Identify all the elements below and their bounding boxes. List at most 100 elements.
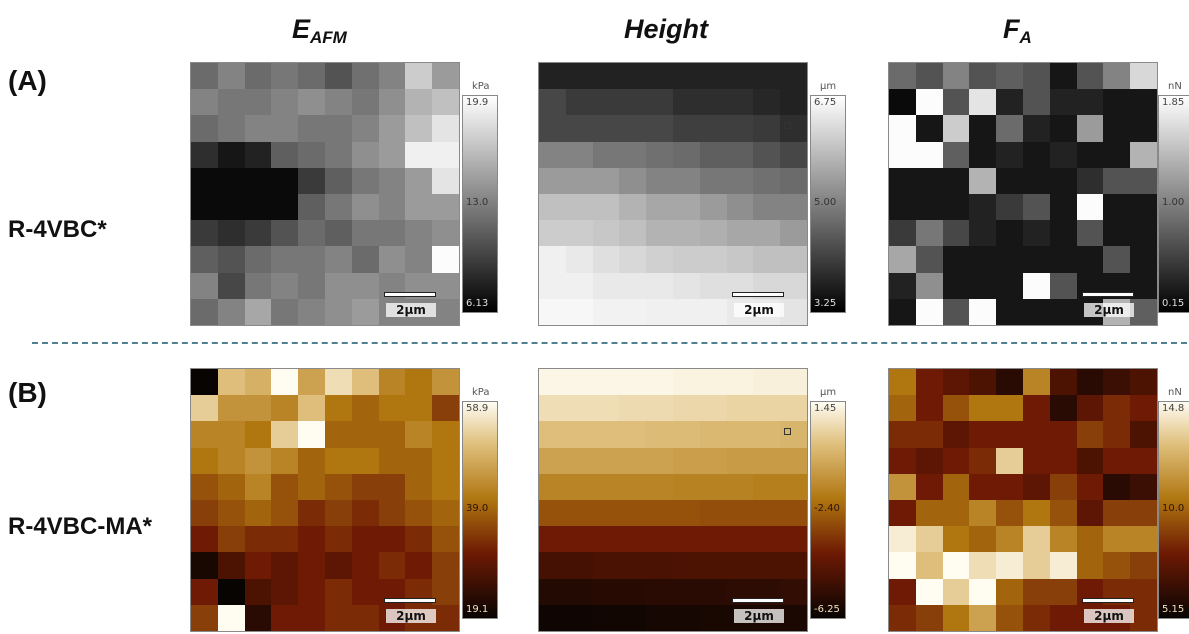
panel-a-fa-cell — [996, 220, 1023, 247]
panel-b-fa-cell — [1022, 447, 1050, 474]
panel-b-height-cell — [565, 421, 593, 448]
panel-a-eafm-cell — [432, 115, 459, 142]
panel-a-height-cell — [753, 194, 781, 221]
panel-a-fa-cell — [996, 272, 1023, 299]
panel-a-eafm-cell — [378, 194, 406, 221]
panel-b-fa-cell — [996, 500, 1023, 527]
panel-b-eafm-cell — [405, 500, 433, 527]
panel-a-eafm-cell — [324, 89, 352, 116]
panel-a-height-cell — [592, 298, 620, 325]
panel-a-height-cell — [699, 141, 727, 168]
panel-b-height-cell — [699, 369, 727, 396]
panel-a-height-cell — [646, 220, 673, 247]
panel-b-height-cell — [646, 552, 673, 579]
panel-b-fa-cell — [1022, 421, 1050, 448]
panel-a-eafm-cell — [351, 220, 379, 247]
panel-a-height-scale-bar — [732, 292, 784, 297]
panel-b-eafm-cell — [432, 578, 459, 605]
panel-a-fa-cell — [1130, 272, 1157, 299]
panel-b-fa-scale-bar-label: 2µm — [1084, 609, 1134, 623]
panel-a-fa-scale-bar — [1082, 292, 1134, 297]
panel-b-eafm-cell — [244, 369, 272, 396]
panel-b-height-cell — [672, 421, 700, 448]
panel-b-height-cell — [780, 447, 807, 474]
panel-a-eafm-cell — [405, 63, 433, 90]
panel-a-eafm-cell — [405, 194, 433, 221]
panel-a-height-cell — [699, 63, 727, 90]
panel-a-height-colorbar-max: 6.75 — [814, 97, 837, 108]
panel-b-eafm-cell — [432, 395, 459, 422]
panel-a-eafm-cell — [324, 115, 352, 142]
panel-b-fa-cell — [915, 369, 943, 396]
panel-b-fa-cell — [1049, 526, 1077, 553]
panel-b-eafm-cell — [378, 421, 406, 448]
panel-a-eafm-cell — [244, 141, 272, 168]
panel-b-fa-colorbar-mid: 10.0 — [1162, 503, 1185, 514]
panel-a-height-cell — [619, 115, 647, 142]
panel-a-fa-cell — [1130, 220, 1157, 247]
panel-a-eafm-cell — [217, 194, 245, 221]
panel-b-eafm-cell — [271, 526, 299, 553]
panel-a-fa-cell — [969, 89, 997, 116]
col-title-height: Height — [624, 14, 708, 45]
panel-a-height-cell — [619, 141, 647, 168]
panel-b-eafm-cell — [191, 369, 218, 396]
panel-b-eafm-cell — [271, 447, 299, 474]
panel-a-height-cell — [699, 194, 727, 221]
panel-b-fa-cell — [1076, 447, 1104, 474]
panel-a-fa-colorbar — [1158, 95, 1189, 313]
panel-b-fa-cell — [1022, 552, 1050, 579]
panel-a-eafm-cell — [432, 167, 459, 194]
panel-a-fa-cell — [1049, 298, 1077, 325]
panel-a-eafm-colorbar — [462, 95, 498, 313]
panel-a-fa-cell — [1076, 246, 1104, 273]
panel-a-eafm-cell — [191, 63, 218, 90]
panel-b-eafm-cell — [217, 578, 245, 605]
panel-b-height-cell — [565, 395, 593, 422]
panel-b-height-cell — [646, 369, 673, 396]
panel-b-height-cell — [672, 578, 700, 605]
panel-a-height-cell — [699, 167, 727, 194]
panel-a-height-cell — [699, 298, 727, 325]
panel-b-height-cell — [592, 578, 620, 605]
panel-b-eafm-cell — [324, 421, 352, 448]
panel-b-height: 2µm µm 1.45 -2.40 -6.25 — [538, 368, 868, 634]
panel-b-eafm-cell — [432, 447, 459, 474]
panel-a-eafm-cell — [298, 167, 325, 194]
panel-a-fa-cell — [1103, 220, 1131, 247]
panel-a-eafm-cell — [271, 298, 299, 325]
panel-a-height-cell — [699, 220, 727, 247]
panel-b-height-cell — [619, 447, 647, 474]
panel-b-eafm-cell — [298, 473, 325, 500]
panel-a-eafm-cell — [271, 194, 299, 221]
panel-a-fa-cell — [1103, 89, 1131, 116]
panel-b-eafm-cell — [432, 473, 459, 500]
panel-a-fa-cell — [942, 298, 970, 325]
panel-b-height-cell — [699, 473, 727, 500]
panel-a-height-cell — [726, 89, 754, 116]
panel-a-eafm-cell — [271, 115, 299, 142]
panel-b-fa-cell — [1076, 552, 1104, 579]
panel-b-eafm-cell — [351, 604, 379, 631]
panel-b-fa-cell — [1103, 369, 1131, 396]
panel-b-height-cell — [699, 604, 727, 631]
panel-a-height-cell — [539, 63, 566, 90]
panel-b-fa-cell — [1022, 369, 1050, 396]
panel-a-height-cell — [672, 115, 700, 142]
panel-b-height-cell — [780, 604, 807, 631]
panel-b-eafm-cell — [217, 526, 245, 553]
panel-a-fa-cell — [1076, 220, 1104, 247]
panel-a-height-cell — [780, 89, 807, 116]
panel-b-fa-cell — [996, 578, 1023, 605]
panel-a-height-cell — [780, 246, 807, 273]
panel-b-fa-scale-bar — [1082, 598, 1134, 603]
panel-b-fa-cell — [1130, 604, 1157, 631]
panel-b-height-cell — [753, 526, 781, 553]
panel-a-fa-cell — [1130, 141, 1157, 168]
panel-a-eafm-cell — [432, 194, 459, 221]
panel-a-eafm-cell — [432, 246, 459, 273]
panel-b-eafm-cell — [244, 473, 272, 500]
panel-b-eafm-cell — [351, 552, 379, 579]
panel-b-fa-cell — [996, 447, 1023, 474]
panel-b-fa-cell — [889, 552, 916, 579]
